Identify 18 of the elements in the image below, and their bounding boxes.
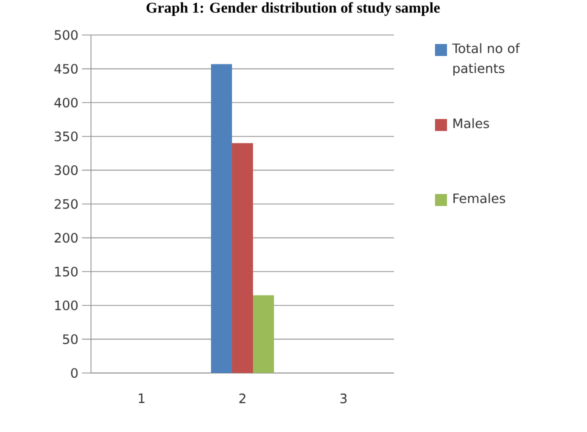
y-tick-label: 100 <box>55 300 78 310</box>
y-tick-label: 450 <box>54 64 78 74</box>
y-tick-label: 300 <box>54 165 78 176</box>
legend-label: Males <box>453 118 489 128</box>
y-tick-label: 250 <box>54 199 78 209</box>
chart-title: Graph 1: Gender distribution of study sample <box>146 2 440 16</box>
y-tick-label: 350 <box>54 132 78 142</box>
y-tick-label: 0 <box>71 368 78 378</box>
y-tick-label: 500 <box>54 30 78 40</box>
legend-label: Females <box>453 193 506 204</box>
y-tick-label: 400 <box>54 98 78 108</box>
legend-label: Total no of patients <box>452 43 520 76</box>
y-tick-label: 50 <box>63 334 78 344</box>
x-tick-label: 1 <box>138 394 144 403</box>
x-tick-label: 2 <box>239 394 246 404</box>
x-tick-label: 3 <box>340 394 347 404</box>
y-tick-label: 200 <box>54 232 78 243</box>
y-tick-label: 150 <box>55 266 78 276</box>
